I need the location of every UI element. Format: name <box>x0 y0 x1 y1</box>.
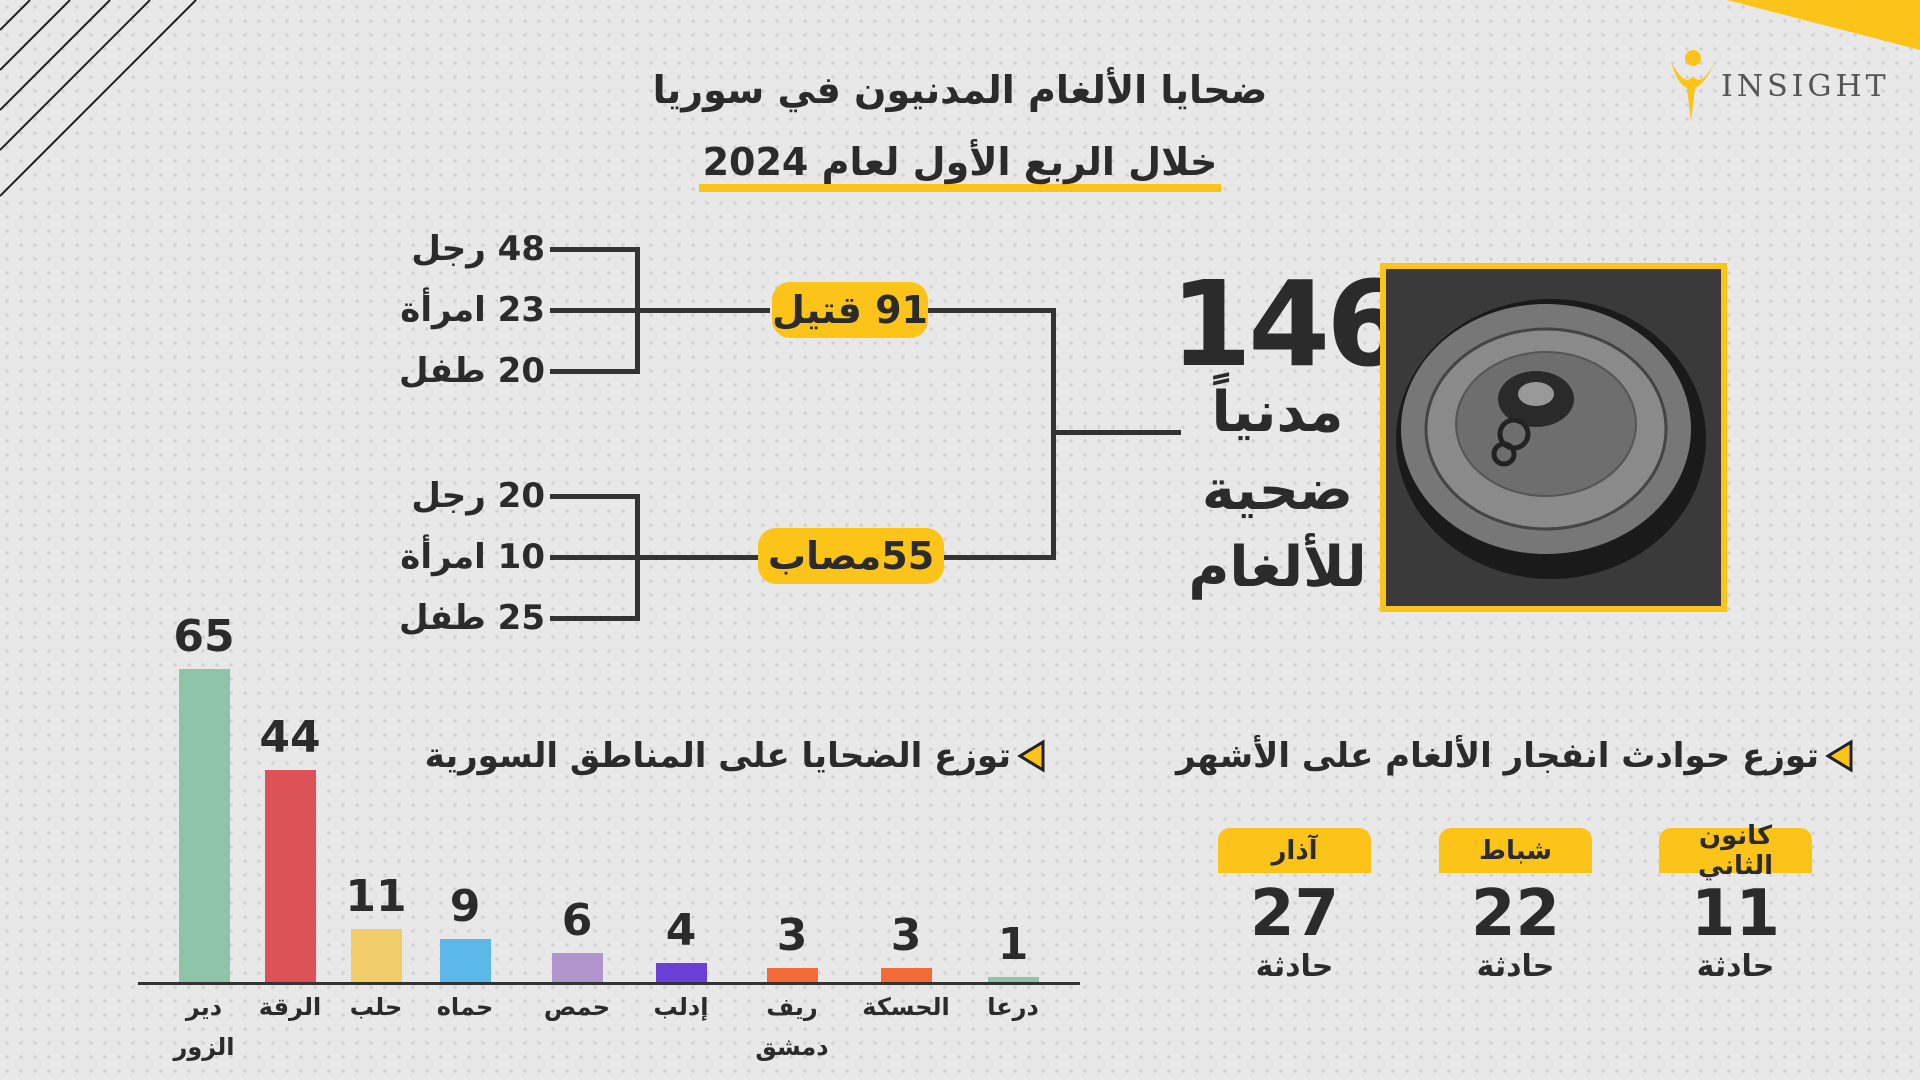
bar-5 <box>656 962 707 982</box>
bar-value-label: 3 <box>890 909 922 961</box>
injured-children: 25 طفل <box>398 598 545 638</box>
regions-heading-text: توزع الضحايا على المناطق السورية <box>424 736 1011 776</box>
month-unit: حادثة <box>1696 949 1775 985</box>
chart-baseline <box>138 982 1080 985</box>
bar-value-label: 11 <box>345 871 407 923</box>
bar-category-label: الرقة <box>258 993 322 1021</box>
bar-6 <box>767 967 818 982</box>
logo: INSIGHT <box>1665 48 1890 124</box>
month-value: 11 <box>1690 877 1781 951</box>
total-label-2: ضحية <box>1201 458 1354 523</box>
killed-women: 23 امرأة <box>400 290 545 330</box>
triangle-left-icon <box>1825 739 1853 773</box>
total-label-3: للألغام <box>1188 535 1367 600</box>
subtitle-text: خلال الربع الأول لعام 2024 <box>698 140 1222 192</box>
killed-badge: 91 قتيل <box>772 282 928 338</box>
bar-7 <box>881 967 932 982</box>
bar-value-label: 1 <box>997 919 1029 970</box>
logo-text: INSIGHT <box>1721 68 1890 104</box>
bar-value-label: 65 <box>173 611 235 662</box>
landmine-photo <box>1380 263 1727 612</box>
month-value: 22 <box>1470 877 1561 951</box>
month-name: آذار <box>1218 828 1371 873</box>
bar-value-label: 6 <box>561 895 593 947</box>
bar-category-label: درعا <box>987 993 1039 1021</box>
yellow-corner-decoration <box>1727 0 1920 50</box>
regions-heading: توزع الضحايا على المناطق السورية <box>425 736 1047 776</box>
bar-1 <box>265 770 316 982</box>
month-unit: حادثة <box>1476 949 1555 985</box>
killed-children: 20 طفل <box>398 351 545 391</box>
person-logo-icon <box>1671 50 1715 122</box>
bar-0 <box>179 669 230 982</box>
month-card-march: آذار 27 حادثة <box>1218 828 1371 984</box>
months-heading: توزع حوادث انفجار الألغام على الأشهر <box>1176 736 1855 776</box>
months-heading-text: توزع حوادث انفجار الألغام على الأشهر <box>1175 736 1819 776</box>
injured-badge: 55مصاب <box>758 528 944 584</box>
month-card-january: كانون الثاني 11 حادثة <box>1659 821 1812 985</box>
bar-category-label: دير الزور <box>173 993 235 1061</box>
landmine-image <box>1386 269 1721 606</box>
month-name: شباط <box>1439 828 1592 873</box>
diagonal-lines-decoration <box>0 0 197 197</box>
bar-category-label: ريف دمشق <box>755 993 829 1061</box>
bar-2 <box>351 929 402 982</box>
page-title: ضحايا الألغام المدنيون في سوريا <box>652 68 1268 112</box>
total-victims-number: 146 <box>1170 255 1408 393</box>
bar-category-label: الحسكة <box>862 993 950 1021</box>
total-label-1: مدنياً <box>1211 380 1344 445</box>
bar-value-label: 4 <box>665 904 697 956</box>
bar-category-label: حماه <box>436 993 494 1021</box>
bar-category-label: حمص <box>543 993 611 1021</box>
triangle-left-icon <box>1017 739 1045 773</box>
bar-value-label: 3 <box>776 909 808 961</box>
injured-women: 10 امرأة <box>400 537 545 577</box>
bar-4 <box>552 953 603 982</box>
bar-3 <box>440 938 491 982</box>
killed-men: 48 رجل <box>411 229 545 269</box>
month-value: 27 <box>1249 877 1340 951</box>
month-unit: حادثة <box>1255 949 1334 985</box>
injured-men: 20 رجل <box>411 476 545 516</box>
month-name: كانون الثاني <box>1659 821 1812 881</box>
bar-value-label: 44 <box>259 712 321 764</box>
page-subtitle: خلال الربع الأول لعام 2024 <box>0 140 1920 192</box>
month-card-february: شباط 22 حادثة <box>1439 828 1592 984</box>
bar-value-label: 9 <box>449 880 481 932</box>
bar-category-label: إدلب <box>653 993 709 1021</box>
bar-8 <box>988 977 1039 982</box>
bar-category-label: حلب <box>349 993 403 1021</box>
